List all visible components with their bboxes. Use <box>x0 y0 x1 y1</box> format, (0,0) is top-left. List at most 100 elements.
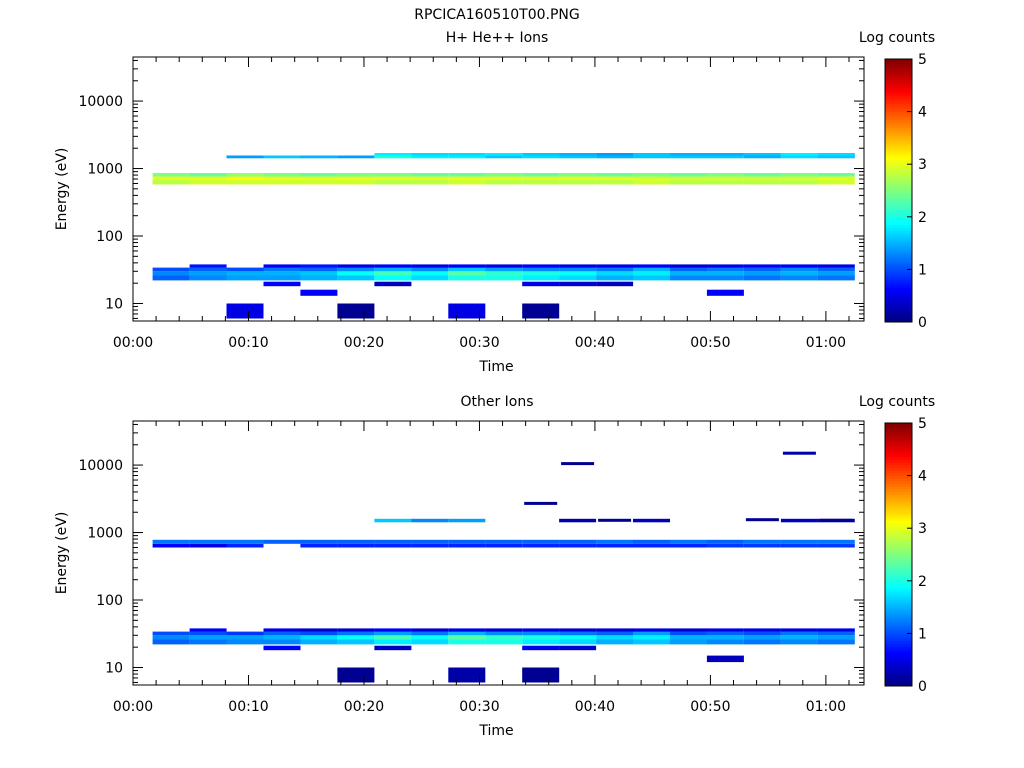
heatmap-cell <box>374 155 412 159</box>
colorbar-swatch <box>885 208 912 212</box>
heatmap-cell <box>596 173 634 177</box>
heatmap-cell <box>743 631 781 636</box>
colorbar-swatch <box>885 279 912 283</box>
colorbar-swatch <box>885 593 912 597</box>
colorbar-swatch <box>885 59 912 63</box>
heatmap-cell <box>559 639 597 645</box>
colorbar-swatch <box>885 607 912 611</box>
heatmap-cell <box>670 275 707 281</box>
heatmap-cell <box>743 155 781 159</box>
heatmap-cell <box>374 635 412 640</box>
colorbar-swatch <box>885 664 912 668</box>
colorbar-swatch <box>885 433 912 437</box>
colorbar-swatch <box>885 649 912 653</box>
heatmap-cell <box>670 176 707 180</box>
heatmap-cell <box>780 628 818 632</box>
heatmap-cell <box>300 179 338 185</box>
heatmap-cell <box>374 543 412 548</box>
heatmap-cell <box>559 267 597 272</box>
heatmap-cell <box>706 289 744 296</box>
heatmap-cell <box>189 639 227 645</box>
colorbar-swatch <box>885 64 912 68</box>
colorbar-swatch <box>885 243 912 247</box>
colorbar-swatch <box>885 625 912 629</box>
heatmap-cell <box>189 179 227 185</box>
y-tick-label: 100 <box>96 593 123 609</box>
colorbar-swatch <box>885 620 912 624</box>
heatmap-cell <box>411 153 449 156</box>
heatmap-cell <box>448 173 486 177</box>
heatmap-cell <box>706 264 744 268</box>
heatmap-cell <box>189 631 227 636</box>
heatmap-cell <box>411 275 449 281</box>
heatmap-cell <box>743 173 781 177</box>
colorbar-swatch <box>885 578 912 582</box>
heatmap-cell <box>448 155 486 159</box>
colorbar-swatch <box>885 512 912 516</box>
heatmap-cell <box>596 631 634 636</box>
colorbar-swatch <box>885 282 912 286</box>
colorbar-swatch <box>885 306 912 310</box>
colorbar-swatch <box>885 575 912 579</box>
colorbar-swatch <box>885 182 912 186</box>
colorbar-swatch <box>885 222 912 226</box>
colorbar-swatch <box>885 308 912 312</box>
heatmap-cell <box>596 179 634 185</box>
colorbar-swatch <box>885 617 912 621</box>
heatmap-cell <box>226 173 264 177</box>
colorbar-swatch <box>885 174 912 178</box>
colorbar-swatch <box>885 277 912 281</box>
heatmap-cell <box>374 281 412 287</box>
colorbar-swatch <box>885 654 912 658</box>
colorbar-swatch <box>885 651 912 655</box>
colorbar-swatch <box>885 614 912 619</box>
heatmap-cell <box>189 267 227 272</box>
colorbar-swatch <box>885 551 912 555</box>
count-line <box>598 518 632 522</box>
x-tick-label: 01:00 <box>806 335 846 351</box>
heatmap-cell <box>374 173 412 177</box>
heatmap-cell <box>189 271 227 276</box>
colorbar-swatch <box>885 549 912 553</box>
heatmap-cell <box>706 153 744 156</box>
colorbar-swatch <box>885 272 912 276</box>
colorbar-tick-label: 2 <box>918 210 927 226</box>
heatmap-cell <box>337 631 375 636</box>
colorbar-tick-label: 5 <box>918 416 927 432</box>
colorbar-swatch <box>885 253 912 257</box>
heatmap-cell <box>448 639 486 645</box>
y-tick-label: 1000 <box>87 162 123 178</box>
heatmap-cell <box>706 539 744 544</box>
heatmap-cell <box>411 155 449 159</box>
heatmap-cell <box>448 667 486 683</box>
heatmap-cell <box>596 539 634 544</box>
heatmap-cell <box>596 628 634 632</box>
heatmap-cell <box>448 635 486 640</box>
colorbar-swatch <box>885 258 912 262</box>
colorbar-swatch <box>885 111 912 115</box>
heatmap-cell <box>448 518 486 523</box>
heatmap-cell <box>485 543 523 548</box>
count-line <box>561 462 595 466</box>
colorbar-swatch <box>885 293 912 297</box>
heatmap-cell <box>522 539 560 544</box>
heatmap-cell <box>780 173 818 177</box>
colorbar-swatch <box>885 193 912 197</box>
heatmap-cell <box>559 518 597 523</box>
heatmap-cell <box>337 173 375 177</box>
colorbar-swatch <box>885 85 912 89</box>
colorbar-swatch <box>885 586 912 590</box>
heatmap-cell <box>300 155 338 159</box>
colorbar-swatch <box>885 567 912 571</box>
heatmap-cell <box>633 635 670 640</box>
colorbar-swatch <box>885 232 912 236</box>
heatmap-cell <box>706 267 744 272</box>
colorbar-swatch <box>885 533 912 537</box>
colorbar-swatch <box>885 478 912 482</box>
heatmap-cell <box>374 631 412 636</box>
heatmap-cell <box>485 179 523 185</box>
heatmap-cell <box>743 543 781 548</box>
x-tick-label: 00:20 <box>344 699 384 715</box>
colorbar-swatch <box>885 77 912 81</box>
heatmap-cell <box>706 639 744 645</box>
